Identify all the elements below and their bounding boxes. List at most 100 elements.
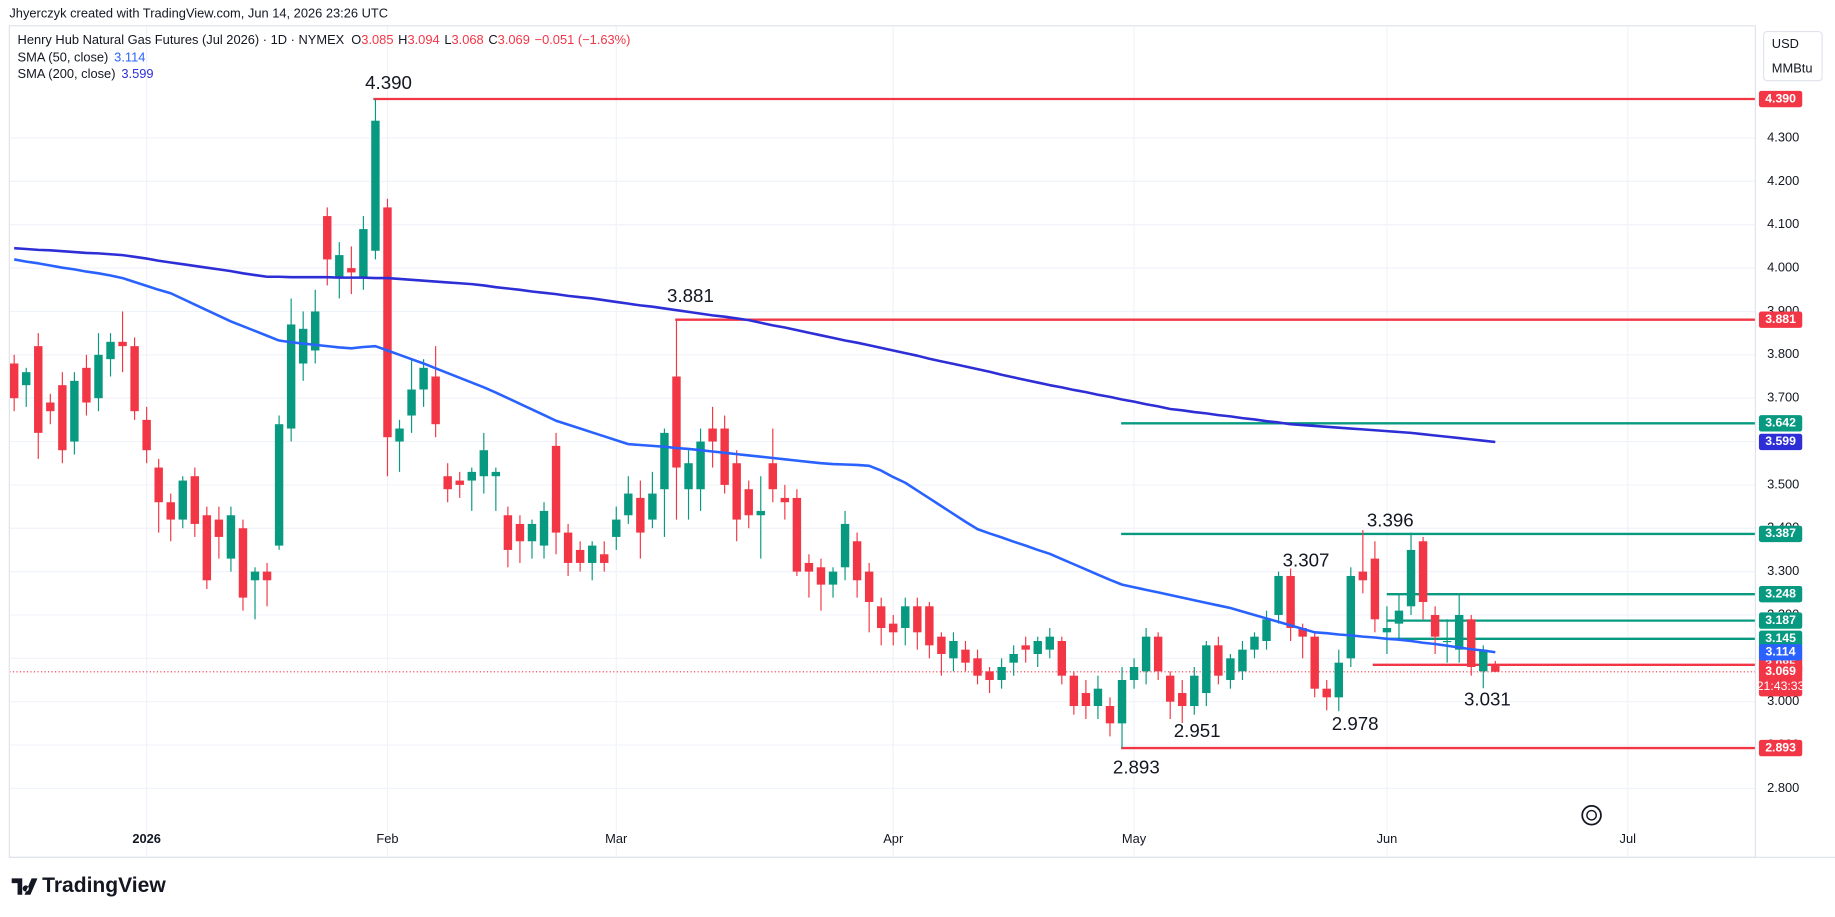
- candle-body: [395, 428, 404, 442]
- unit-box[interactable]: [1763, 30, 1823, 82]
- legend-name: SMA (200, close): [18, 66, 116, 81]
- logo[interactable]: TradingView: [11, 874, 167, 897]
- ohlc-value: 3.068: [452, 32, 484, 47]
- candle-body: [226, 515, 236, 559]
- annotation: 3.881: [667, 285, 714, 306]
- annotation: 3.396: [1367, 510, 1414, 531]
- candle-body: [961, 649, 970, 663]
- y-tick-label: 3.500: [1767, 476, 1799, 491]
- candle-body: [816, 567, 826, 585]
- candle-body: [563, 532, 573, 563]
- candle-body: [551, 445, 561, 533]
- sma-line: [13, 258, 1496, 654]
- ohlc-key: C: [488, 32, 497, 47]
- candle-body: [1081, 693, 1091, 707]
- candle-body: [479, 450, 489, 477]
- candle-body: [178, 480, 187, 520]
- candle-body: [780, 497, 790, 503]
- candle-body: [214, 519, 224, 537]
- candle-body: [539, 510, 549, 546]
- candle-body: [238, 528, 248, 598]
- candle-body: [371, 120, 380, 251]
- candle-body: [1382, 627, 1392, 633]
- annotation: 2.978: [1332, 713, 1379, 734]
- candle-body: [262, 571, 272, 581]
- candle-body: [443, 476, 452, 490]
- ohlc-key: L: [444, 32, 451, 47]
- candle-body: [997, 667, 1006, 681]
- candle-body: [720, 428, 729, 485]
- candle-body: [359, 229, 368, 277]
- candle-body: [503, 515, 513, 550]
- level-tag: [1758, 311, 1803, 328]
- x-tick-label: Mar: [605, 831, 628, 846]
- legend-sma50: SMA (50, close) 3.114: [18, 50, 146, 65]
- sma-tag: [1758, 433, 1803, 451]
- currency: USD: [1772, 36, 1799, 51]
- ohlc-value: 3.085: [361, 32, 393, 47]
- candle-body: [94, 354, 103, 399]
- candle-body: [1491, 664, 1500, 672]
- candle-body: [1105, 706, 1115, 724]
- level-tag: [1758, 585, 1803, 603]
- price-tag-label: 3.069: [1765, 664, 1796, 678]
- candle-body: [1454, 614, 1464, 650]
- candle-body: [419, 367, 428, 390]
- annotation: 4.390: [365, 72, 412, 93]
- candle-body: [876, 606, 886, 628]
- candle-body: [70, 380, 79, 442]
- candle-body: [1262, 619, 1271, 641]
- candle-body: [696, 441, 705, 490]
- candle-body: [431, 376, 440, 425]
- candle-body: [612, 519, 621, 537]
- candle-body: [660, 432, 669, 490]
- candle-body: [792, 497, 802, 572]
- candle-body: [1394, 610, 1404, 624]
- candle-body: [937, 636, 946, 654]
- sma-tag-label: 3.114: [1766, 645, 1796, 659]
- candle-body: [1190, 675, 1199, 707]
- ohlc-value: 3.069: [498, 32, 530, 47]
- candle-body: [1334, 662, 1343, 698]
- candle-body: [58, 385, 67, 451]
- candle-body: [1226, 658, 1235, 681]
- candle-body: [1165, 675, 1175, 702]
- legend-value: 3.599: [121, 66, 153, 81]
- candle-body: [1117, 680, 1127, 724]
- candle-body: [1467, 619, 1476, 668]
- y-tick-label: 3.800: [1767, 346, 1799, 361]
- replay-icon[interactable]: [1581, 805, 1602, 826]
- candle-body: [142, 419, 151, 451]
- candle-body: [600, 554, 609, 563]
- countdown: 21:43:33: [1757, 679, 1805, 693]
- change: −0.051 (−1.63%): [535, 32, 631, 47]
- candle-body: [1406, 549, 1416, 607]
- x-tick-label: May: [1122, 831, 1147, 846]
- y-tick-label: 3.700: [1767, 390, 1799, 405]
- candle-body: [973, 658, 982, 676]
- candle-body: [756, 510, 765, 516]
- candle-body: [636, 497, 645, 533]
- candle-body: [298, 328, 308, 364]
- candle-body: [624, 493, 633, 516]
- level-tag: [1758, 630, 1803, 648]
- candle-body: [515, 523, 525, 542]
- candle-body: [732, 463, 741, 520]
- candle-body: [684, 463, 693, 490]
- level-tag: [1758, 90, 1803, 108]
- y-tick-label: 3.000: [1767, 693, 1799, 708]
- candle-body: [889, 623, 898, 633]
- candle-body: [407, 389, 416, 416]
- candle-body: [744, 489, 753, 516]
- candle-body: [828, 571, 838, 585]
- candle-body: [575, 549, 585, 563]
- candle-body: [1057, 640, 1067, 676]
- unit: MMBtu: [1772, 60, 1813, 75]
- level-tag-label: 3.642: [1765, 416, 1796, 430]
- candle-body: [804, 562, 814, 572]
- legend-name: SMA (50, close): [18, 50, 109, 65]
- price-tag: [1758, 663, 1803, 697]
- level-tag: [1758, 739, 1803, 757]
- candle-body: [648, 493, 657, 520]
